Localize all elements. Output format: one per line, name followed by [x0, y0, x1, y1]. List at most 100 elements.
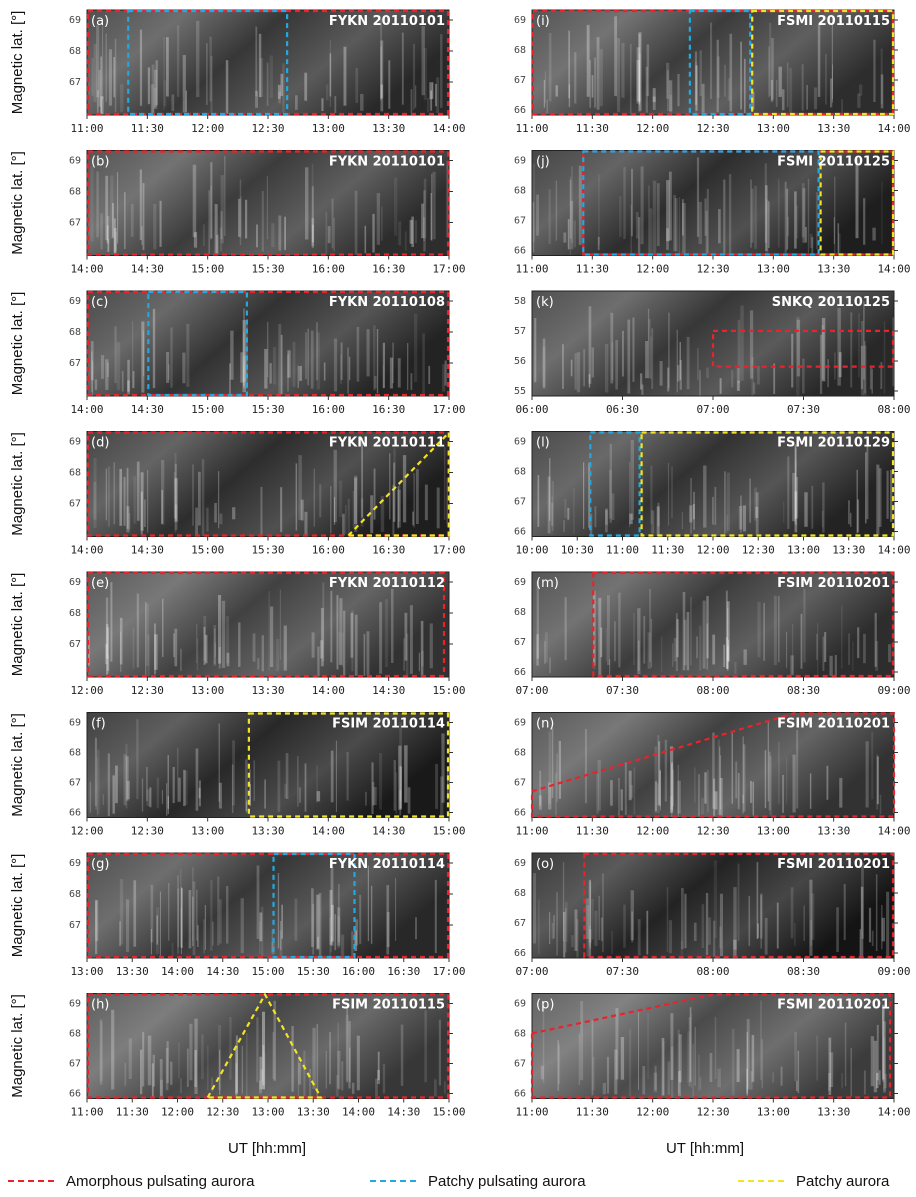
keogram-texture — [87, 582, 433, 677]
streak — [757, 365, 760, 385]
streak — [648, 319, 651, 379]
y-tick-label: 55 — [514, 386, 526, 397]
streak — [674, 198, 678, 252]
streak — [536, 194, 539, 236]
streak — [571, 935, 574, 948]
x-tick-label: 13:00 — [251, 1106, 284, 1119]
streak — [370, 885, 373, 944]
streak — [173, 472, 176, 519]
streak — [830, 78, 833, 108]
region-patchy_pulsating — [147, 290, 248, 397]
streak — [863, 633, 866, 664]
streak — [364, 225, 367, 254]
streak — [618, 592, 621, 668]
streak — [663, 1041, 665, 1095]
streak — [866, 439, 869, 520]
streak — [259, 1056, 263, 1090]
streak — [772, 1072, 775, 1083]
streak — [689, 505, 693, 523]
streak — [583, 462, 585, 529]
streak — [116, 342, 121, 391]
keogram-texture — [538, 721, 882, 818]
streak — [669, 796, 673, 810]
streak — [876, 1024, 879, 1081]
streak — [880, 74, 884, 109]
streak — [837, 308, 841, 386]
streak — [397, 489, 401, 528]
keogram-image — [532, 10, 894, 115]
panel-c: (c) FYKN 20110108 69 68 67 14:00 14:30 15:00 15:… — [9, 290, 466, 416]
x-tick-label: 15:30 — [251, 403, 284, 416]
streak — [197, 925, 199, 947]
y-tick-label: 68 — [69, 468, 81, 479]
streak — [309, 1069, 312, 1097]
y-tick-label: 68 — [514, 607, 526, 618]
streak — [543, 80, 545, 108]
streak — [262, 1045, 265, 1086]
streak — [426, 97, 430, 113]
streak — [650, 336, 652, 380]
streak — [536, 580, 539, 659]
streak — [410, 89, 413, 114]
streak — [564, 901, 568, 942]
streak — [605, 508, 608, 525]
streak — [883, 321, 886, 394]
streak — [821, 510, 824, 528]
x-tick-label: 08:00 — [696, 684, 729, 697]
streak — [334, 497, 336, 525]
streak — [188, 890, 192, 949]
panel-title: FYKN 20110114 — [329, 857, 445, 872]
region-amorphous — [86, 571, 446, 678]
streak — [668, 80, 673, 112]
streak — [879, 794, 882, 815]
x-tick-label: 13:00 — [757, 825, 790, 838]
streak — [614, 621, 616, 662]
streak — [786, 188, 789, 250]
streak — [376, 193, 380, 245]
streak — [802, 358, 805, 394]
streak — [588, 879, 592, 958]
x-tick-label: 13:00 — [757, 263, 790, 276]
streak — [159, 1059, 163, 1096]
streak — [105, 597, 109, 677]
streak — [337, 1050, 341, 1090]
streak — [442, 364, 446, 392]
streak — [754, 185, 757, 249]
streak — [257, 658, 260, 670]
streak — [341, 632, 344, 667]
region-patchy — [345, 429, 451, 537]
streak — [553, 915, 555, 939]
streak — [653, 1072, 658, 1093]
streak — [725, 637, 728, 670]
streak — [621, 42, 625, 98]
streak — [678, 1034, 682, 1083]
x-tick-label: 12:30 — [206, 1106, 239, 1119]
streak — [638, 53, 641, 112]
region-patchy — [819, 150, 895, 256]
streak — [727, 78, 731, 101]
streak — [283, 625, 287, 671]
streak — [106, 362, 109, 377]
streak — [699, 625, 702, 671]
streak — [435, 764, 438, 809]
streak — [668, 312, 670, 389]
streak — [848, 633, 850, 665]
streak — [554, 772, 557, 818]
x-tick-label: 11:30 — [576, 825, 609, 838]
streak — [600, 627, 603, 658]
streak — [719, 777, 723, 818]
keogram-texture — [90, 156, 449, 256]
x-tick-label: 07:30 — [606, 965, 639, 978]
streak — [656, 506, 660, 536]
streak — [585, 898, 589, 939]
streak — [859, 84, 863, 96]
streak — [713, 778, 716, 817]
streak — [226, 886, 229, 944]
streak — [549, 912, 551, 944]
streak — [229, 1017, 232, 1080]
streak — [156, 777, 160, 809]
streak — [345, 505, 347, 534]
streak — [860, 321, 864, 396]
x-tick-label: 17:00 — [432, 544, 465, 557]
streak — [743, 649, 747, 665]
